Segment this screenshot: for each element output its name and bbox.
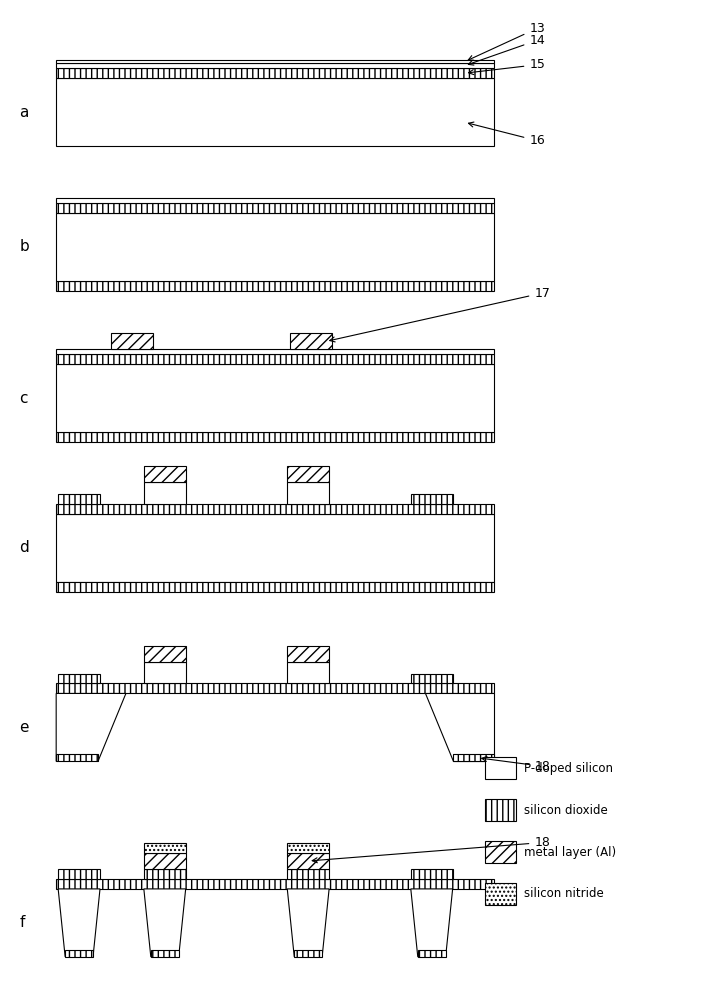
Bar	[287, 646, 329, 662]
Text: 14: 14	[468, 34, 545, 65]
Text: 16: 16	[468, 122, 545, 147]
Text: d: d	[19, 540, 29, 555]
Bar	[56, 683, 495, 693]
Bar	[56, 582, 495, 592]
Polygon shape	[56, 693, 126, 761]
Text: 15: 15	[468, 58, 545, 75]
Bar	[56, 349, 495, 354]
Bar	[56, 504, 495, 514]
Polygon shape	[411, 889, 453, 957]
Polygon shape	[144, 889, 185, 957]
Bar	[56, 364, 495, 432]
Polygon shape	[425, 693, 495, 761]
Bar	[56, 68, 495, 78]
Text: a: a	[19, 105, 29, 120]
Bar	[485, 799, 516, 821]
Bar	[144, 853, 185, 869]
Bar	[144, 843, 185, 853]
Bar	[411, 674, 453, 683]
Bar	[58, 494, 100, 504]
Text: metal layer (Al): metal layer (Al)	[524, 846, 616, 859]
Bar	[287, 853, 329, 869]
Text: silicon nitride: silicon nitride	[524, 887, 604, 900]
Bar	[111, 333, 153, 349]
Bar	[485, 841, 516, 863]
Text: 13: 13	[468, 22, 545, 60]
Bar	[287, 843, 329, 853]
Bar	[287, 466, 329, 482]
Bar	[287, 869, 329, 879]
Bar	[56, 879, 495, 889]
Bar	[56, 203, 495, 213]
Bar	[453, 754, 495, 761]
Polygon shape	[58, 889, 100, 957]
Bar	[411, 494, 453, 504]
Bar	[56, 754, 98, 761]
Bar	[56, 63, 495, 68]
Bar	[294, 950, 322, 957]
Text: 17: 17	[330, 287, 550, 342]
Bar	[56, 281, 495, 291]
Bar	[144, 646, 185, 662]
Bar	[56, 198, 495, 203]
Text: b: b	[19, 239, 29, 254]
Bar	[144, 869, 185, 879]
Bar	[485, 883, 516, 905]
Text: P-doped silicon: P-doped silicon	[524, 762, 614, 775]
Bar	[151, 950, 179, 957]
Bar	[56, 78, 495, 146]
Bar	[287, 662, 329, 683]
Bar	[58, 674, 100, 683]
Text: silicon dioxide: silicon dioxide	[524, 804, 608, 817]
Bar	[485, 757, 516, 779]
Bar	[58, 869, 100, 879]
Text: c: c	[19, 391, 28, 406]
Bar	[56, 432, 495, 442]
Bar	[144, 662, 185, 683]
Bar	[290, 333, 332, 349]
Bar	[56, 514, 495, 582]
Bar	[56, 213, 495, 281]
Bar	[287, 482, 329, 504]
Text: 18: 18	[482, 756, 550, 773]
Polygon shape	[287, 889, 329, 957]
Text: e: e	[19, 720, 29, 735]
Bar	[417, 950, 445, 957]
Bar	[411, 869, 453, 879]
Bar	[56, 60, 495, 63]
Bar	[56, 354, 495, 364]
Text: 18: 18	[312, 836, 550, 863]
Bar	[144, 482, 185, 504]
Text: f: f	[19, 915, 24, 930]
Bar	[65, 950, 93, 957]
Bar	[144, 466, 185, 482]
